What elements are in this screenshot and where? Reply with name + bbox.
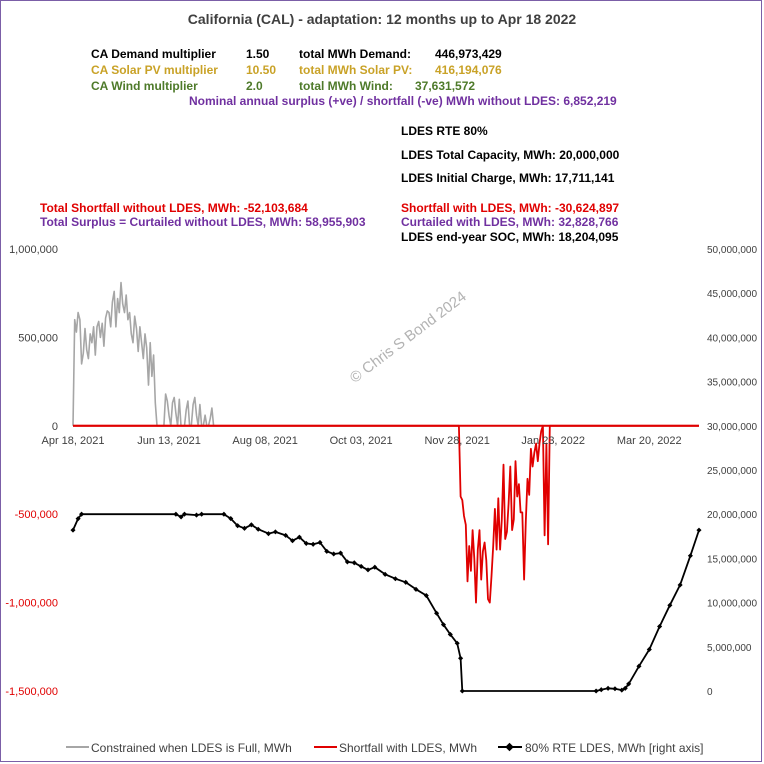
- chart-title: California (CAL) - adaptation: 12 months…: [187, 11, 577, 27]
- ldes-point: [605, 685, 611, 691]
- ldes-point: [454, 640, 460, 646]
- ldes-point: [310, 541, 316, 547]
- legend-ldes-label: 80% RTE LDES, MWh [right axis]: [525, 741, 704, 755]
- ldes-point: [598, 687, 604, 693]
- right-axis-tick-label: 40,000,000: [707, 333, 757, 344]
- ldes-point: [344, 559, 350, 565]
- ldes-point: [696, 527, 702, 533]
- ldes-initial-line: LDES Initial Charge, MWh: 17,711,141: [401, 171, 615, 185]
- ldes-point: [612, 686, 618, 692]
- x-axis-tick-label: Apr 18, 2021: [42, 435, 105, 447]
- demand-multiplier-value: 1.50: [246, 47, 270, 61]
- ldes-point: [193, 512, 200, 518]
- shortfall-without-ldes: Total Shortfall without LDES, MWh: -52,1…: [40, 201, 308, 215]
- left-axis-tick-label: 0: [52, 421, 58, 433]
- left-axis-tick-label: -1,000,000: [5, 598, 58, 610]
- left-axis-tick-label: -500,000: [15, 509, 58, 521]
- ldes-point: [434, 610, 440, 616]
- nominal-surplus-line: Nominal annual surplus (+ve) / shortfall…: [189, 94, 617, 108]
- ldes-capacity-line: LDES Total Capacity, MWh: 20,000,000: [401, 148, 620, 162]
- right-axis-tick-label: 5,000,000: [707, 643, 752, 654]
- total-wind-value: 37,631,572: [415, 79, 476, 93]
- ldes-point: [178, 514, 184, 520]
- ldes-point: [372, 564, 378, 570]
- ldes-point: [272, 529, 278, 535]
- ldes-point: [365, 567, 371, 573]
- ldes-end-soc: LDES end-year SOC, MWh: 18,204,095: [401, 230, 619, 244]
- series-line-2: [72, 513, 700, 692]
- total-wind-label: total MWh Wind:: [299, 79, 393, 93]
- left-axis-tick-label: -1,500,000: [5, 686, 58, 698]
- x-axis-tick-label: Mar 20, 2022: [617, 435, 682, 447]
- watermark-text: © Chris S Bond 2024: [347, 288, 470, 387]
- ldes-point: [657, 623, 663, 629]
- legend-shortfall-label: Shortfall with LDES, MWh: [339, 741, 478, 755]
- right-axis-tick-label: 10,000,000: [707, 599, 757, 610]
- total-solar-label: total MWh Solar PV:: [299, 63, 413, 77]
- ldes-point: [289, 538, 296, 544]
- right-axis-tick-label: 45,000,000: [707, 289, 757, 300]
- ldes-point: [317, 539, 323, 546]
- wind-multiplier-value: 2.0: [246, 79, 263, 93]
- right-axis-tick-label: 15,000,000: [707, 554, 757, 565]
- right-axis-ticks: 50,000,000 45,000,000 40,000,000 35,000,000…: [707, 245, 757, 698]
- left-axis-ticks: 1,000,000 500,000 0 -500,000 -1,000,000 -1,50…: [5, 244, 58, 698]
- right-axis-tick-label: 20,000,000: [707, 510, 757, 521]
- ldes-point: [173, 511, 179, 517]
- ldes-rte-line: LDES RTE 80%: [401, 124, 488, 138]
- right-axis-tick-label: 0: [707, 687, 713, 698]
- right-axis-tick-label: 35,000,000: [707, 378, 757, 389]
- x-axis-tick-label: Jun 13, 2021: [137, 435, 201, 447]
- left-axis-tick-label: 500,000: [18, 332, 58, 344]
- surplus-without-ldes: Total Surplus = Curtailed without LDES, …: [40, 215, 366, 229]
- ldes-point: [687, 553, 693, 559]
- right-axis-tick-label: 50,000,000: [707, 245, 757, 256]
- legend-ldes-marker: [505, 742, 514, 752]
- curtailed-with-ldes: Curtailed with LDES, MWh: 32,828,766: [401, 215, 619, 229]
- total-demand-value: 446,973,429: [435, 47, 502, 61]
- left-axis-tick-label: 1,000,000: [9, 244, 58, 256]
- solar-multiplier-label: CA Solar PV multiplier: [91, 63, 218, 77]
- ldes-point: [331, 551, 337, 557]
- ldes-point: [338, 550, 344, 556]
- x-axis-tick-label: Aug 08, 2021: [232, 435, 297, 447]
- ldes-point: [447, 631, 453, 637]
- ldes-point: [221, 511, 227, 517]
- ldes-point: [413, 586, 419, 592]
- legend-constrained-label: Constrained when LDES is Full, MWh: [91, 741, 292, 755]
- ldes-point: [358, 563, 364, 569]
- ldes-point: [646, 646, 652, 652]
- x-axis-tick-label: Oct 03, 2021: [330, 435, 393, 447]
- shortfall-with-ldes: Shortfall with LDES, MWh: -30,624,897: [401, 201, 620, 215]
- series-layer: [70, 281, 702, 694]
- ldes-point: [248, 522, 254, 528]
- x-axis-tick-label: Jan 23, 2022: [521, 435, 585, 447]
- ldes-point: [235, 523, 241, 529]
- series-line-1: [73, 424, 699, 604]
- wind-multiplier-label: CA Wind multiplier: [91, 79, 198, 93]
- right-axis-tick-label: 30,000,000: [707, 422, 757, 433]
- ldes-point: [593, 688, 599, 694]
- total-demand-label: total MWh Demand:: [299, 47, 411, 61]
- total-solar-value: 416,194,076: [435, 63, 502, 77]
- ldes-point: [70, 527, 76, 533]
- solar-multiplier-value: 10.50: [246, 63, 277, 77]
- x-axis-tick-label: Nov 28, 2021: [424, 435, 489, 447]
- ldes-point: [459, 688, 465, 694]
- ldes-point: [199, 511, 205, 517]
- right-axis-tick-label: 25,000,000: [707, 466, 757, 477]
- ldes-point: [392, 576, 398, 582]
- ldes-point: [458, 655, 464, 661]
- demand-multiplier-label: CA Demand multiplier: [91, 47, 216, 61]
- series-line-0: [72, 281, 699, 427]
- x-axis-ticks: Apr 18, 2021 Jun 13, 2021 Aug 08, 2021 Oct …: [42, 435, 682, 447]
- legend-marks: [66, 742, 522, 752]
